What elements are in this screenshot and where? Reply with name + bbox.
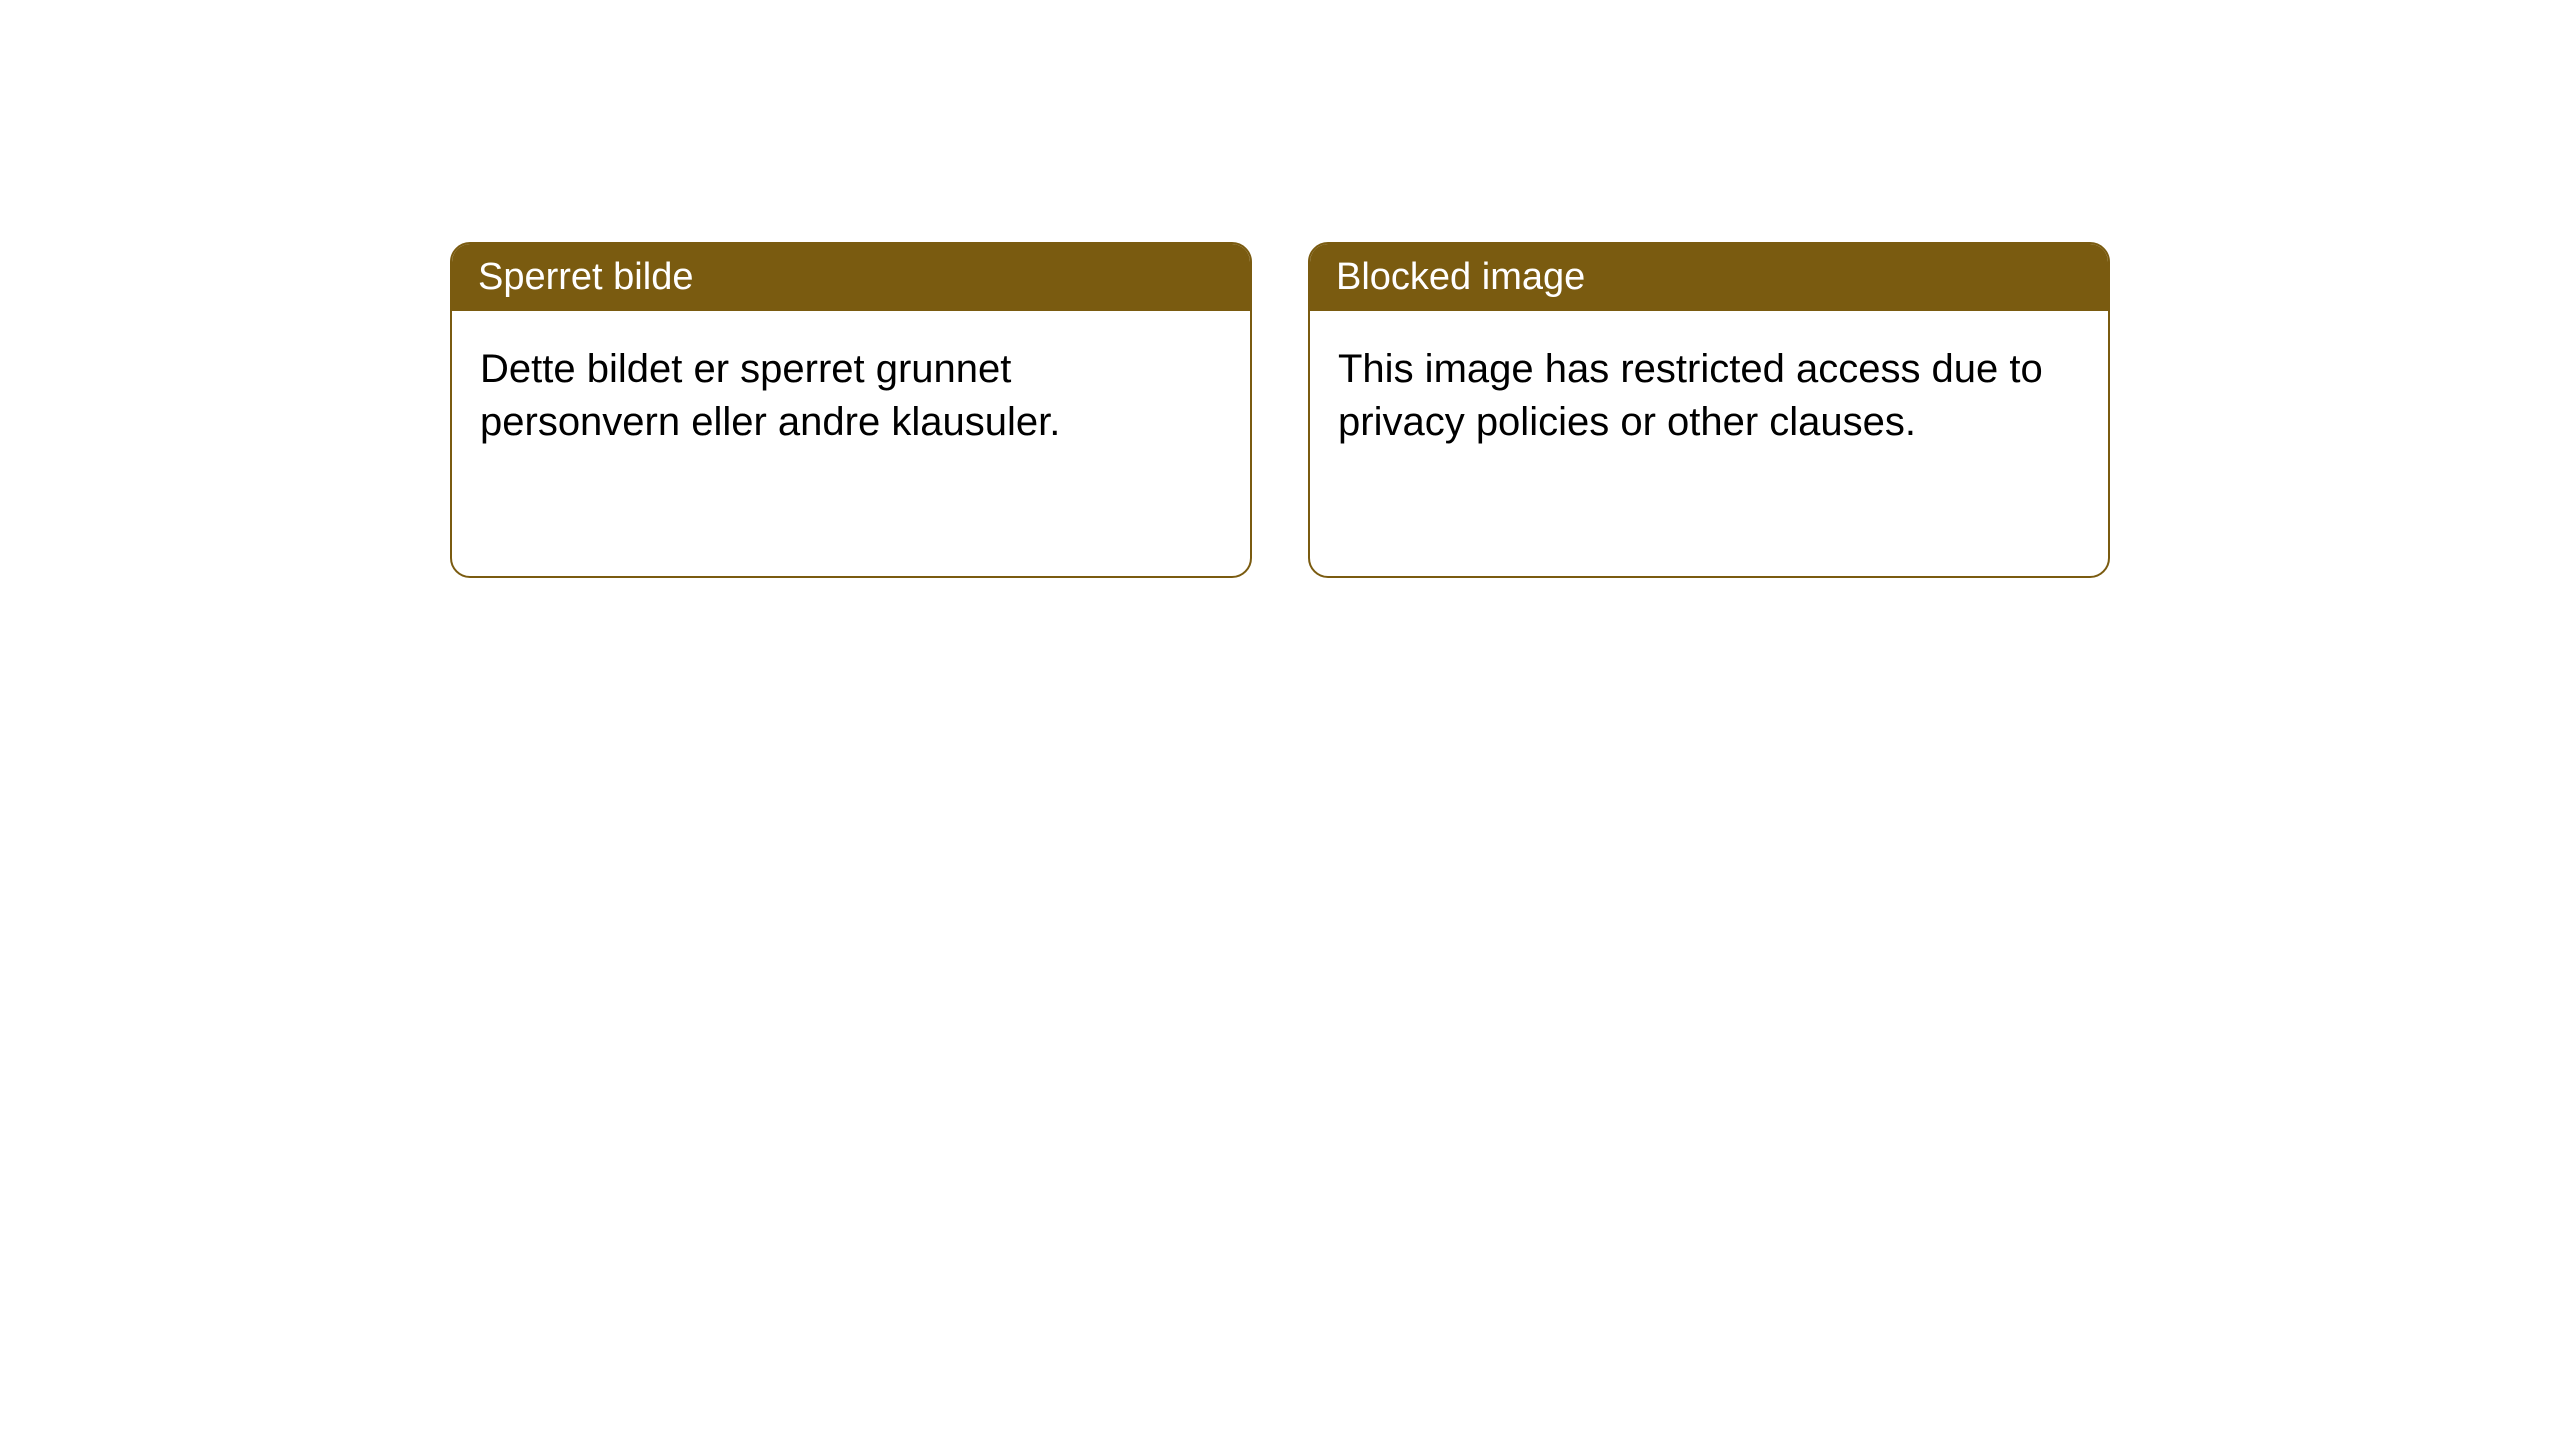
notice-card-norwegian: Sperret bilde Dette bildet er sperret gr… (450, 242, 1252, 578)
notice-container: Sperret bilde Dette bildet er sperret gr… (0, 0, 2560, 578)
notice-card-english: Blocked image This image has restricted … (1308, 242, 2110, 578)
card-title: Blocked image (1310, 244, 2108, 311)
card-body: This image has restricted access due to … (1310, 311, 2108, 481)
card-title: Sperret bilde (452, 244, 1250, 311)
card-body: Dette bildet er sperret grunnet personve… (452, 311, 1250, 481)
